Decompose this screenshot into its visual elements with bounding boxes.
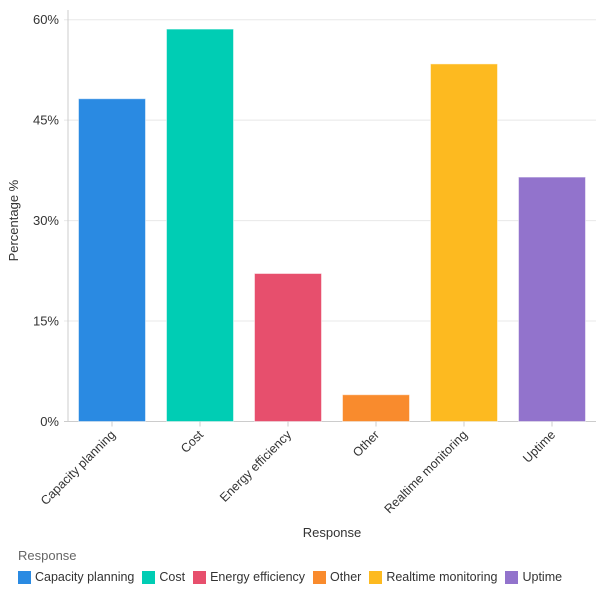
- x-tick-label: Energy efficiency: [217, 427, 295, 505]
- legend-swatch: [369, 570, 383, 584]
- legend-label: Capacity planning: [35, 570, 135, 584]
- legend-swatch: [505, 570, 519, 584]
- legend-title: Response: [18, 548, 77, 563]
- x-axis-title: Response: [303, 525, 362, 540]
- legend-item[interactable]: Cost: [142, 570, 185, 584]
- legend-items: Capacity planning Cost Energy efficiency Ot…: [18, 570, 570, 584]
- legend-item[interactable]: Realtime monitoring: [369, 570, 497, 584]
- x-tick-label: Cost: [178, 427, 206, 455]
- x-tick-label: Realtime monitoring: [382, 428, 471, 517]
- legend-swatch: [142, 570, 156, 584]
- bar-cost: [166, 28, 234, 422]
- bar-other: [342, 394, 410, 423]
- bar-energy-efficiency: [254, 273, 322, 422]
- legend-label: Other: [330, 570, 362, 584]
- legend-item[interactable]: Uptime: [505, 570, 562, 584]
- x-tick-label: Other: [350, 428, 382, 460]
- x-tick-label: Uptime: [520, 428, 558, 466]
- bar-realtime-monitoring: [430, 63, 498, 422]
- legend-swatch: [193, 570, 207, 584]
- y-tick-label: 60%: [33, 12, 59, 27]
- legend-item[interactable]: Energy efficiency: [193, 570, 305, 584]
- legend-item[interactable]: Other: [313, 570, 361, 584]
- y-tick-label: 15%: [33, 314, 59, 329]
- x-tick-label: Capacity planning: [38, 428, 118, 508]
- legend-label: Cost: [159, 570, 186, 584]
- y-tick-label: 45%: [33, 113, 59, 128]
- legend-label: Realtime monitoring: [386, 570, 498, 584]
- legend-label: Energy efficiency: [210, 570, 306, 584]
- y-axis-title: Percentage %: [6, 179, 21, 261]
- y-tick-label: 30%: [33, 213, 59, 228]
- legend: Response Capacity planning Cost Energy eff…: [18, 548, 570, 584]
- bar-capacity-planning: [78, 98, 146, 422]
- legend-label: Uptime: [522, 570, 563, 584]
- legend-swatch: [18, 570, 31, 584]
- bar-uptime: [518, 176, 586, 422]
- legend-swatch: [313, 570, 327, 584]
- legend-item[interactable]: Capacity planning: [18, 570, 134, 584]
- y-tick-label: 0%: [40, 414, 59, 429]
